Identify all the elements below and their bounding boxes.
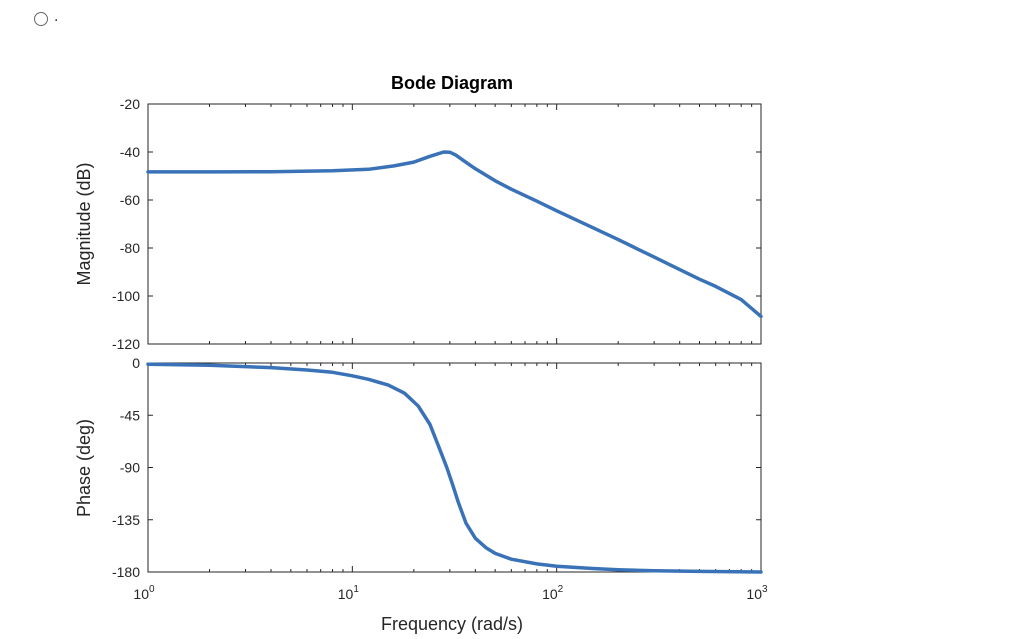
option-label: .	[54, 8, 59, 25]
magnitude-ytick-label: -100	[112, 288, 140, 304]
phase-ytick-label: -90	[120, 460, 140, 476]
x-axis-title: Frequency (rad/s)	[381, 614, 523, 634]
x-tick-label: 100	[133, 584, 155, 602]
phase-ytick-label: 0	[132, 355, 140, 371]
phase-series-line	[146, 362, 763, 574]
magnitude-ytick-label: -20	[120, 96, 140, 112]
magnitude-ytick-label: -120	[112, 336, 140, 352]
phase-axis-title: Phase (deg)	[74, 419, 94, 517]
magnitude-ytick-label: -60	[120, 192, 140, 208]
x-tick-label: 103	[746, 584, 768, 602]
magnitude-axes-box	[147, 103, 762, 345]
phase-ytick-label: -180	[112, 564, 140, 580]
magnitude-series-line	[146, 150, 763, 319]
chart-title: Bode Diagram	[391, 73, 513, 93]
magnitude-ytick-label: -80	[120, 240, 140, 256]
magnitude-ytick-label: -40	[120, 144, 140, 160]
x-tick-label: 102	[542, 584, 564, 602]
phase-axes-box	[147, 362, 762, 573]
phase-ytick-label: -45	[120, 407, 140, 423]
radio-button[interactable]	[34, 12, 48, 26]
x-tick-label: 101	[338, 584, 360, 602]
phase-ytick-label: -135	[112, 512, 140, 528]
magnitude-axis-title: Magnitude (dB)	[74, 162, 94, 285]
